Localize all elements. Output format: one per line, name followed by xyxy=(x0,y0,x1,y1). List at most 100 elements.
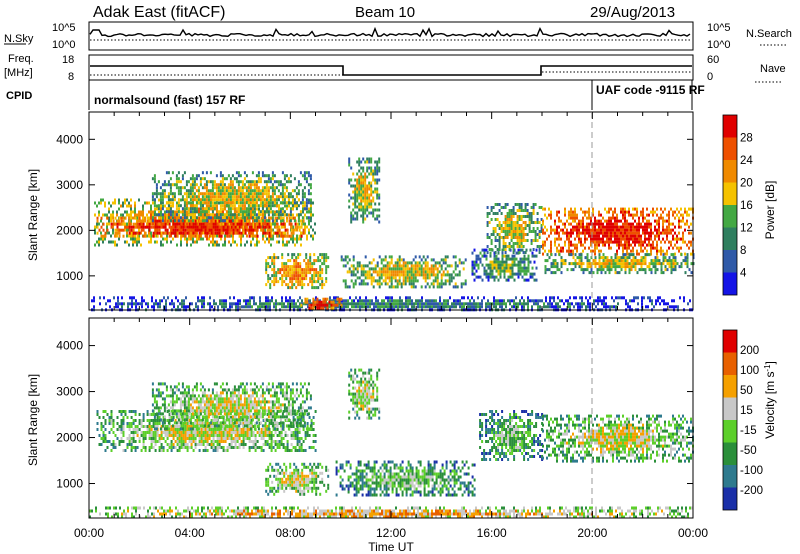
power-cell xyxy=(600,271,603,275)
power-cell xyxy=(317,286,320,290)
power-cell xyxy=(190,225,193,229)
power-cell xyxy=(400,285,403,289)
power-cell xyxy=(370,279,373,283)
power-cell xyxy=(530,221,533,224)
power-cell xyxy=(183,305,185,309)
power-cell xyxy=(225,195,228,199)
power-cell xyxy=(616,256,619,260)
power-cell xyxy=(93,299,95,303)
power-cell xyxy=(596,268,599,272)
power-cell xyxy=(372,267,375,271)
power-cell xyxy=(285,277,288,281)
power-cell xyxy=(249,296,251,300)
power-cell xyxy=(492,212,495,215)
power-cell xyxy=(624,225,626,229)
power-cell xyxy=(304,213,306,217)
power-cell xyxy=(616,234,618,238)
power-cell xyxy=(556,225,558,229)
power-cell xyxy=(286,234,289,238)
power-cell xyxy=(224,228,227,232)
power-cell xyxy=(309,192,312,196)
power-cell xyxy=(642,259,645,263)
power-cell xyxy=(446,273,449,277)
power-cell xyxy=(648,253,651,257)
power-cell xyxy=(203,302,205,306)
power-cell xyxy=(151,299,153,303)
power-cell xyxy=(434,276,437,280)
power-cell xyxy=(598,210,600,214)
power-cell xyxy=(688,268,691,272)
power-cell xyxy=(434,261,437,265)
power-cell xyxy=(358,169,361,173)
power-cell xyxy=(648,225,650,229)
power-cell xyxy=(574,259,577,263)
power-cell xyxy=(128,234,130,238)
power-cell xyxy=(413,305,415,309)
power-cell xyxy=(473,248,476,252)
power-cell xyxy=(594,265,597,269)
power-cell xyxy=(620,237,622,241)
power-cell xyxy=(580,259,583,263)
power-cell xyxy=(197,174,200,178)
power-cell xyxy=(160,219,162,223)
power-cell xyxy=(158,228,161,232)
power-cell xyxy=(306,225,308,229)
power-cell xyxy=(500,230,503,233)
power-cell xyxy=(191,210,194,214)
power-cell xyxy=(558,219,560,223)
power-cell xyxy=(602,237,604,241)
power-cell xyxy=(273,174,276,178)
power-cell xyxy=(516,230,519,233)
power-cell xyxy=(618,243,620,247)
power-cell xyxy=(296,204,298,208)
power-cell xyxy=(370,160,373,164)
power-cell xyxy=(130,225,133,229)
power-cell xyxy=(216,222,219,226)
power-cell xyxy=(372,270,375,274)
power-cell xyxy=(221,186,224,190)
power-cell xyxy=(183,198,186,202)
power-cell xyxy=(354,267,357,271)
power-cell xyxy=(606,231,608,235)
power-cell xyxy=(554,243,556,247)
power-cell xyxy=(197,201,200,205)
power-cell xyxy=(385,296,387,300)
power-cell xyxy=(262,234,264,238)
power-cell xyxy=(239,201,242,205)
power-cell xyxy=(305,207,308,211)
power-cell xyxy=(352,214,355,218)
power-cell xyxy=(354,273,357,277)
power-cell xyxy=(303,302,305,306)
power-cell xyxy=(128,225,131,229)
power-cell xyxy=(511,266,514,270)
power-cell xyxy=(182,216,185,220)
power-cell xyxy=(186,219,188,223)
power-cell xyxy=(201,198,204,202)
power-cell xyxy=(385,305,387,309)
power-cell xyxy=(656,231,658,235)
power-cell xyxy=(584,240,586,244)
power-cell xyxy=(520,245,523,248)
power-cell xyxy=(295,280,298,284)
power-cell xyxy=(271,177,274,181)
power-cell xyxy=(243,216,246,220)
power-cell xyxy=(250,231,253,235)
power-cell xyxy=(281,198,284,202)
power-cell xyxy=(138,225,141,229)
power-cell xyxy=(612,222,614,226)
power-cell xyxy=(287,299,289,303)
power-cell xyxy=(212,234,215,238)
power-cell xyxy=(146,213,148,217)
power-cell xyxy=(203,207,206,211)
power-cell xyxy=(315,268,318,272)
power-cell xyxy=(542,243,544,247)
power-cell xyxy=(392,276,395,280)
power-cell xyxy=(293,299,295,303)
power-cell xyxy=(624,253,627,257)
power-cell xyxy=(208,234,211,238)
power-cell xyxy=(360,202,363,206)
power-cell xyxy=(598,222,600,226)
power-cell xyxy=(183,207,186,211)
power-cell xyxy=(116,213,118,217)
power-cell xyxy=(385,302,387,306)
